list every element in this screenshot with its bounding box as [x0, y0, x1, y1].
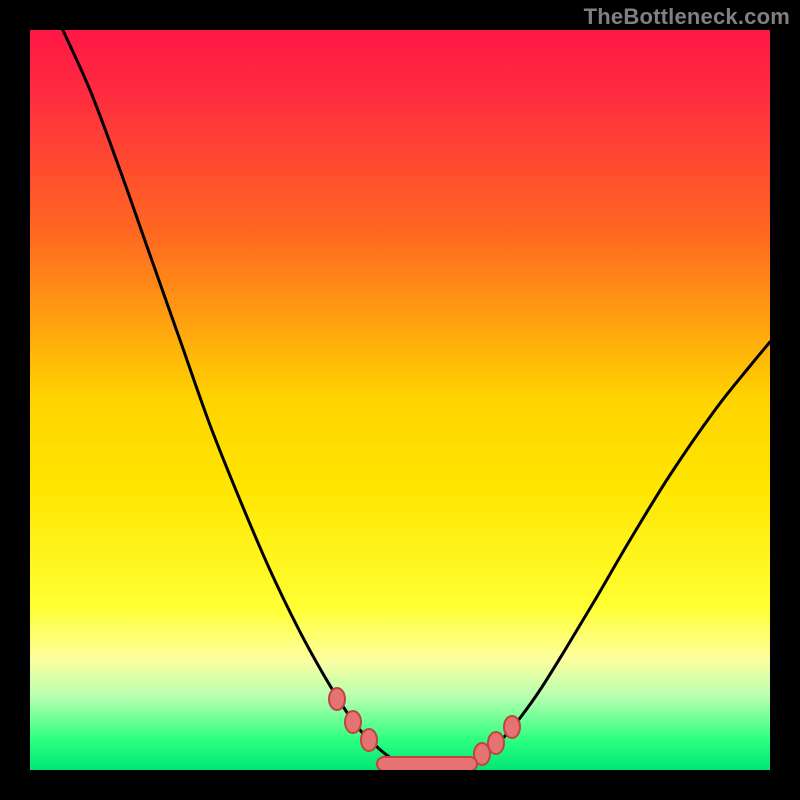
curve-marker — [345, 711, 361, 733]
chart-frame: TheBottleneck.com — [0, 0, 800, 800]
bottleneck-curve-chart — [30, 30, 770, 770]
curve-marker — [504, 716, 520, 738]
curve-marker — [361, 729, 377, 751]
curve-marker — [329, 688, 345, 710]
gradient-background — [30, 30, 770, 770]
plot-area — [30, 30, 770, 770]
curve-flat-band — [377, 757, 477, 770]
watermark-text: TheBottleneck.com — [584, 4, 790, 30]
curve-marker — [488, 732, 504, 754]
